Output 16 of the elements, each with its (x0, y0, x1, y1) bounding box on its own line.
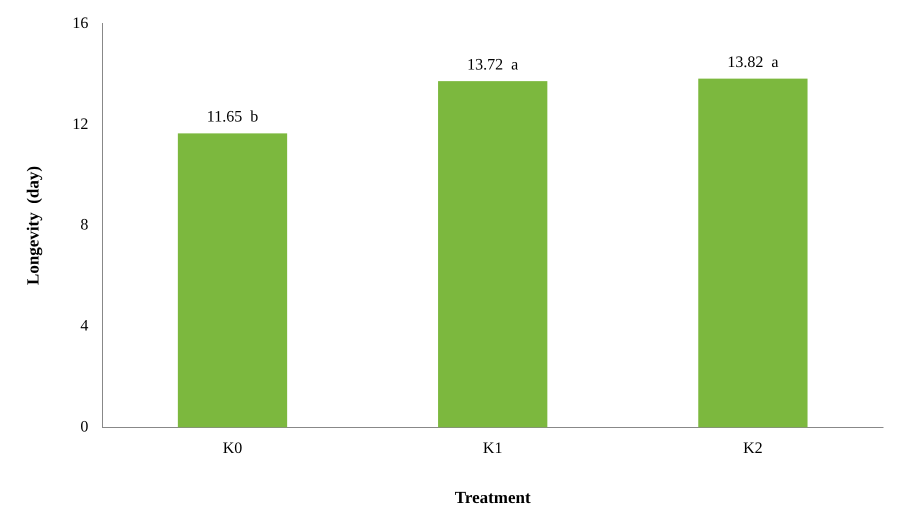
y-tick-label: 0 (80, 418, 88, 436)
x-tick-label: K0 (222, 440, 242, 458)
y-tick-label: 12 (72, 116, 88, 133)
data-label: 13.72 a (467, 56, 518, 74)
y-tick-label: 16 (72, 14, 88, 32)
data-label: 11.65 b (206, 108, 258, 126)
x-axis-title: Treatment (454, 488, 531, 508)
data-label: 13.82 a (727, 54, 778, 71)
bar (178, 133, 288, 428)
x-tick-label: K2 (743, 440, 763, 458)
y-tick-label: 8 (80, 216, 88, 234)
y-axis-title: Longevity (day) (24, 166, 43, 285)
bar (438, 81, 548, 428)
y-tick-label: 4 (80, 318, 88, 335)
x-tick-label: K1 (482, 440, 502, 458)
bar (698, 78, 808, 428)
